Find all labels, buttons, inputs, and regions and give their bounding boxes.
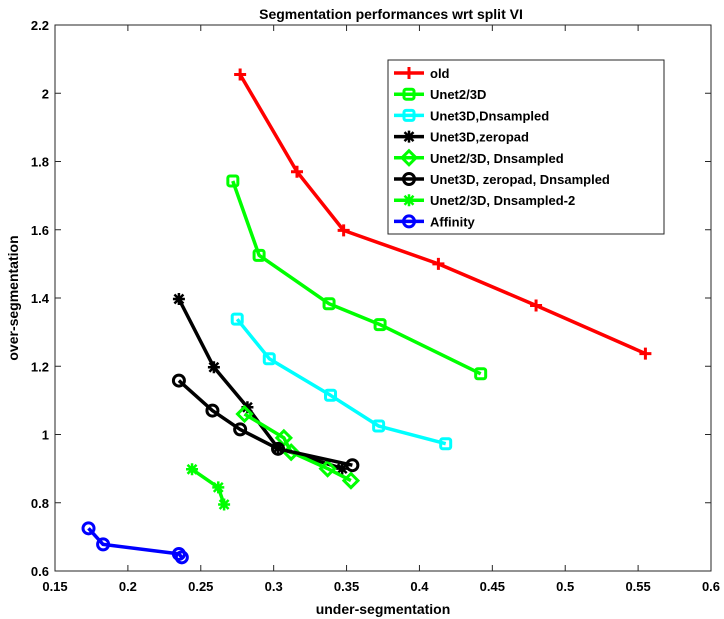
y-tick-label: 1.8 bbox=[31, 155, 49, 170]
data-point bbox=[372, 419, 386, 433]
legend-marker bbox=[399, 148, 419, 167]
series-line bbox=[231, 180, 482, 376]
legend-label: Unet2/3D, Dnsampled-2 bbox=[430, 193, 575, 208]
legend-label: Affinity bbox=[430, 214, 476, 229]
y-tick-label: 2 bbox=[42, 86, 49, 101]
series-unet2-3d-dnsampled-2 bbox=[186, 463, 231, 511]
data-point bbox=[234, 68, 247, 81]
legend-item: Unet2/3D bbox=[394, 87, 486, 102]
data-point bbox=[318, 459, 337, 478]
data-point bbox=[432, 257, 445, 270]
legend-label: Unet3D, zeropad, Dnsampled bbox=[430, 172, 610, 187]
data-point bbox=[530, 299, 543, 312]
data-point bbox=[207, 361, 220, 374]
data-point bbox=[336, 462, 349, 475]
data-point bbox=[230, 312, 244, 326]
legend-marker bbox=[403, 194, 415, 207]
legend-item: Affinity bbox=[394, 214, 476, 229]
legend-marker bbox=[403, 130, 415, 143]
legend-item: Unet2/3D, Dnsampled bbox=[394, 148, 564, 167]
data-point bbox=[290, 165, 303, 178]
data-point bbox=[337, 224, 350, 237]
x-tick-label: 0.6 bbox=[702, 579, 720, 594]
data-point bbox=[474, 367, 488, 381]
data-point bbox=[226, 174, 240, 188]
data-point bbox=[212, 481, 225, 494]
data-point bbox=[639, 347, 652, 360]
data-point bbox=[81, 521, 96, 536]
legend-label: Unet3D,Dnsampled bbox=[430, 108, 549, 123]
legend-box bbox=[387, 59, 665, 235]
data-point bbox=[241, 401, 254, 414]
data-point bbox=[218, 498, 231, 511]
data-point bbox=[186, 463, 199, 476]
y-tick-label: 0.6 bbox=[31, 564, 49, 579]
data-point bbox=[235, 404, 254, 424]
y-tick-label: 1.2 bbox=[31, 359, 49, 374]
data-point bbox=[233, 422, 248, 437]
series-line bbox=[235, 318, 447, 446]
legend-item: Unet3D, zeropad, Dnsampled bbox=[394, 172, 610, 187]
legend-item: Unet3D,Dnsampled bbox=[394, 108, 549, 123]
legend-label: Unet3D,zeropad bbox=[430, 130, 529, 145]
series-line bbox=[177, 379, 353, 467]
series-unet2-3d bbox=[226, 174, 488, 381]
legend-label: Unet2/3D, Dnsampled bbox=[430, 151, 564, 166]
data-point bbox=[324, 388, 338, 402]
data-point bbox=[341, 471, 361, 490]
y-axis-label: over-segmentation bbox=[5, 235, 21, 360]
y-tick-label: 0.8 bbox=[31, 496, 49, 511]
x-tick-label: 0.2 bbox=[119, 579, 137, 594]
series-affinity bbox=[81, 521, 189, 565]
x-tick-label: 0.35 bbox=[334, 579, 359, 594]
legend-marker bbox=[402, 87, 416, 101]
data-point bbox=[174, 550, 189, 565]
x-tick-label: 0.4 bbox=[410, 579, 429, 594]
series-line bbox=[87, 527, 184, 559]
y-tick-label: 1.6 bbox=[31, 223, 49, 238]
series-unet3d-zeropad-dnsampled bbox=[171, 373, 360, 473]
data-point bbox=[172, 293, 185, 306]
series-unet3d-dnsampled bbox=[230, 312, 453, 451]
legend-marker bbox=[403, 67, 415, 79]
data-point bbox=[274, 428, 293, 448]
legend-label: Unet2/3D bbox=[430, 87, 486, 102]
legend-item: old bbox=[394, 66, 450, 81]
data-point bbox=[322, 297, 336, 311]
data-point bbox=[96, 537, 111, 552]
x-tick-label: 0.25 bbox=[188, 579, 213, 594]
data-point bbox=[345, 458, 360, 473]
data-point bbox=[373, 318, 387, 332]
data-point bbox=[439, 437, 453, 451]
y-tick-label: 1 bbox=[42, 428, 49, 443]
data-point bbox=[252, 248, 266, 262]
series-layer bbox=[81, 68, 652, 565]
legend-marker bbox=[402, 108, 416, 122]
x-tick-label: 0.3 bbox=[265, 579, 283, 594]
x-tick-label: 0.55 bbox=[625, 579, 650, 594]
data-point bbox=[171, 373, 186, 388]
data-point bbox=[262, 352, 276, 366]
y-tick-label: 1.4 bbox=[31, 291, 50, 306]
series-line bbox=[238, 73, 647, 356]
legend-item: Unet2/3D, Dnsampled-2 bbox=[394, 193, 575, 208]
data-point bbox=[271, 441, 286, 456]
legend-marker bbox=[402, 172, 416, 186]
data-point bbox=[205, 403, 220, 418]
x-tick-label: 0.45 bbox=[480, 579, 505, 594]
legend-marker bbox=[402, 214, 416, 229]
legend: old Unet2/3D Unet3D,Dnsampled Unet3D,zeropa… bbox=[387, 59, 665, 235]
axis-ticks: 0.15 0.2 0.25 0.3 0.35 0.4 0.45 0.5 0.55 0.6 0.6 0.… bbox=[31, 18, 720, 594]
x-tick-label: 0.15 bbox=[42, 579, 67, 594]
legend-label: old bbox=[430, 66, 450, 81]
legend-item: Unet3D,zeropad bbox=[394, 130, 529, 145]
x-tick-label: 0.5 bbox=[556, 579, 574, 594]
chart-title: Segmentation performances wrt split VI bbox=[259, 6, 523, 22]
y-tick-label: 2.2 bbox=[31, 18, 49, 33]
series-old bbox=[234, 68, 652, 360]
x-axis-label: under-segmentation bbox=[316, 601, 451, 617]
